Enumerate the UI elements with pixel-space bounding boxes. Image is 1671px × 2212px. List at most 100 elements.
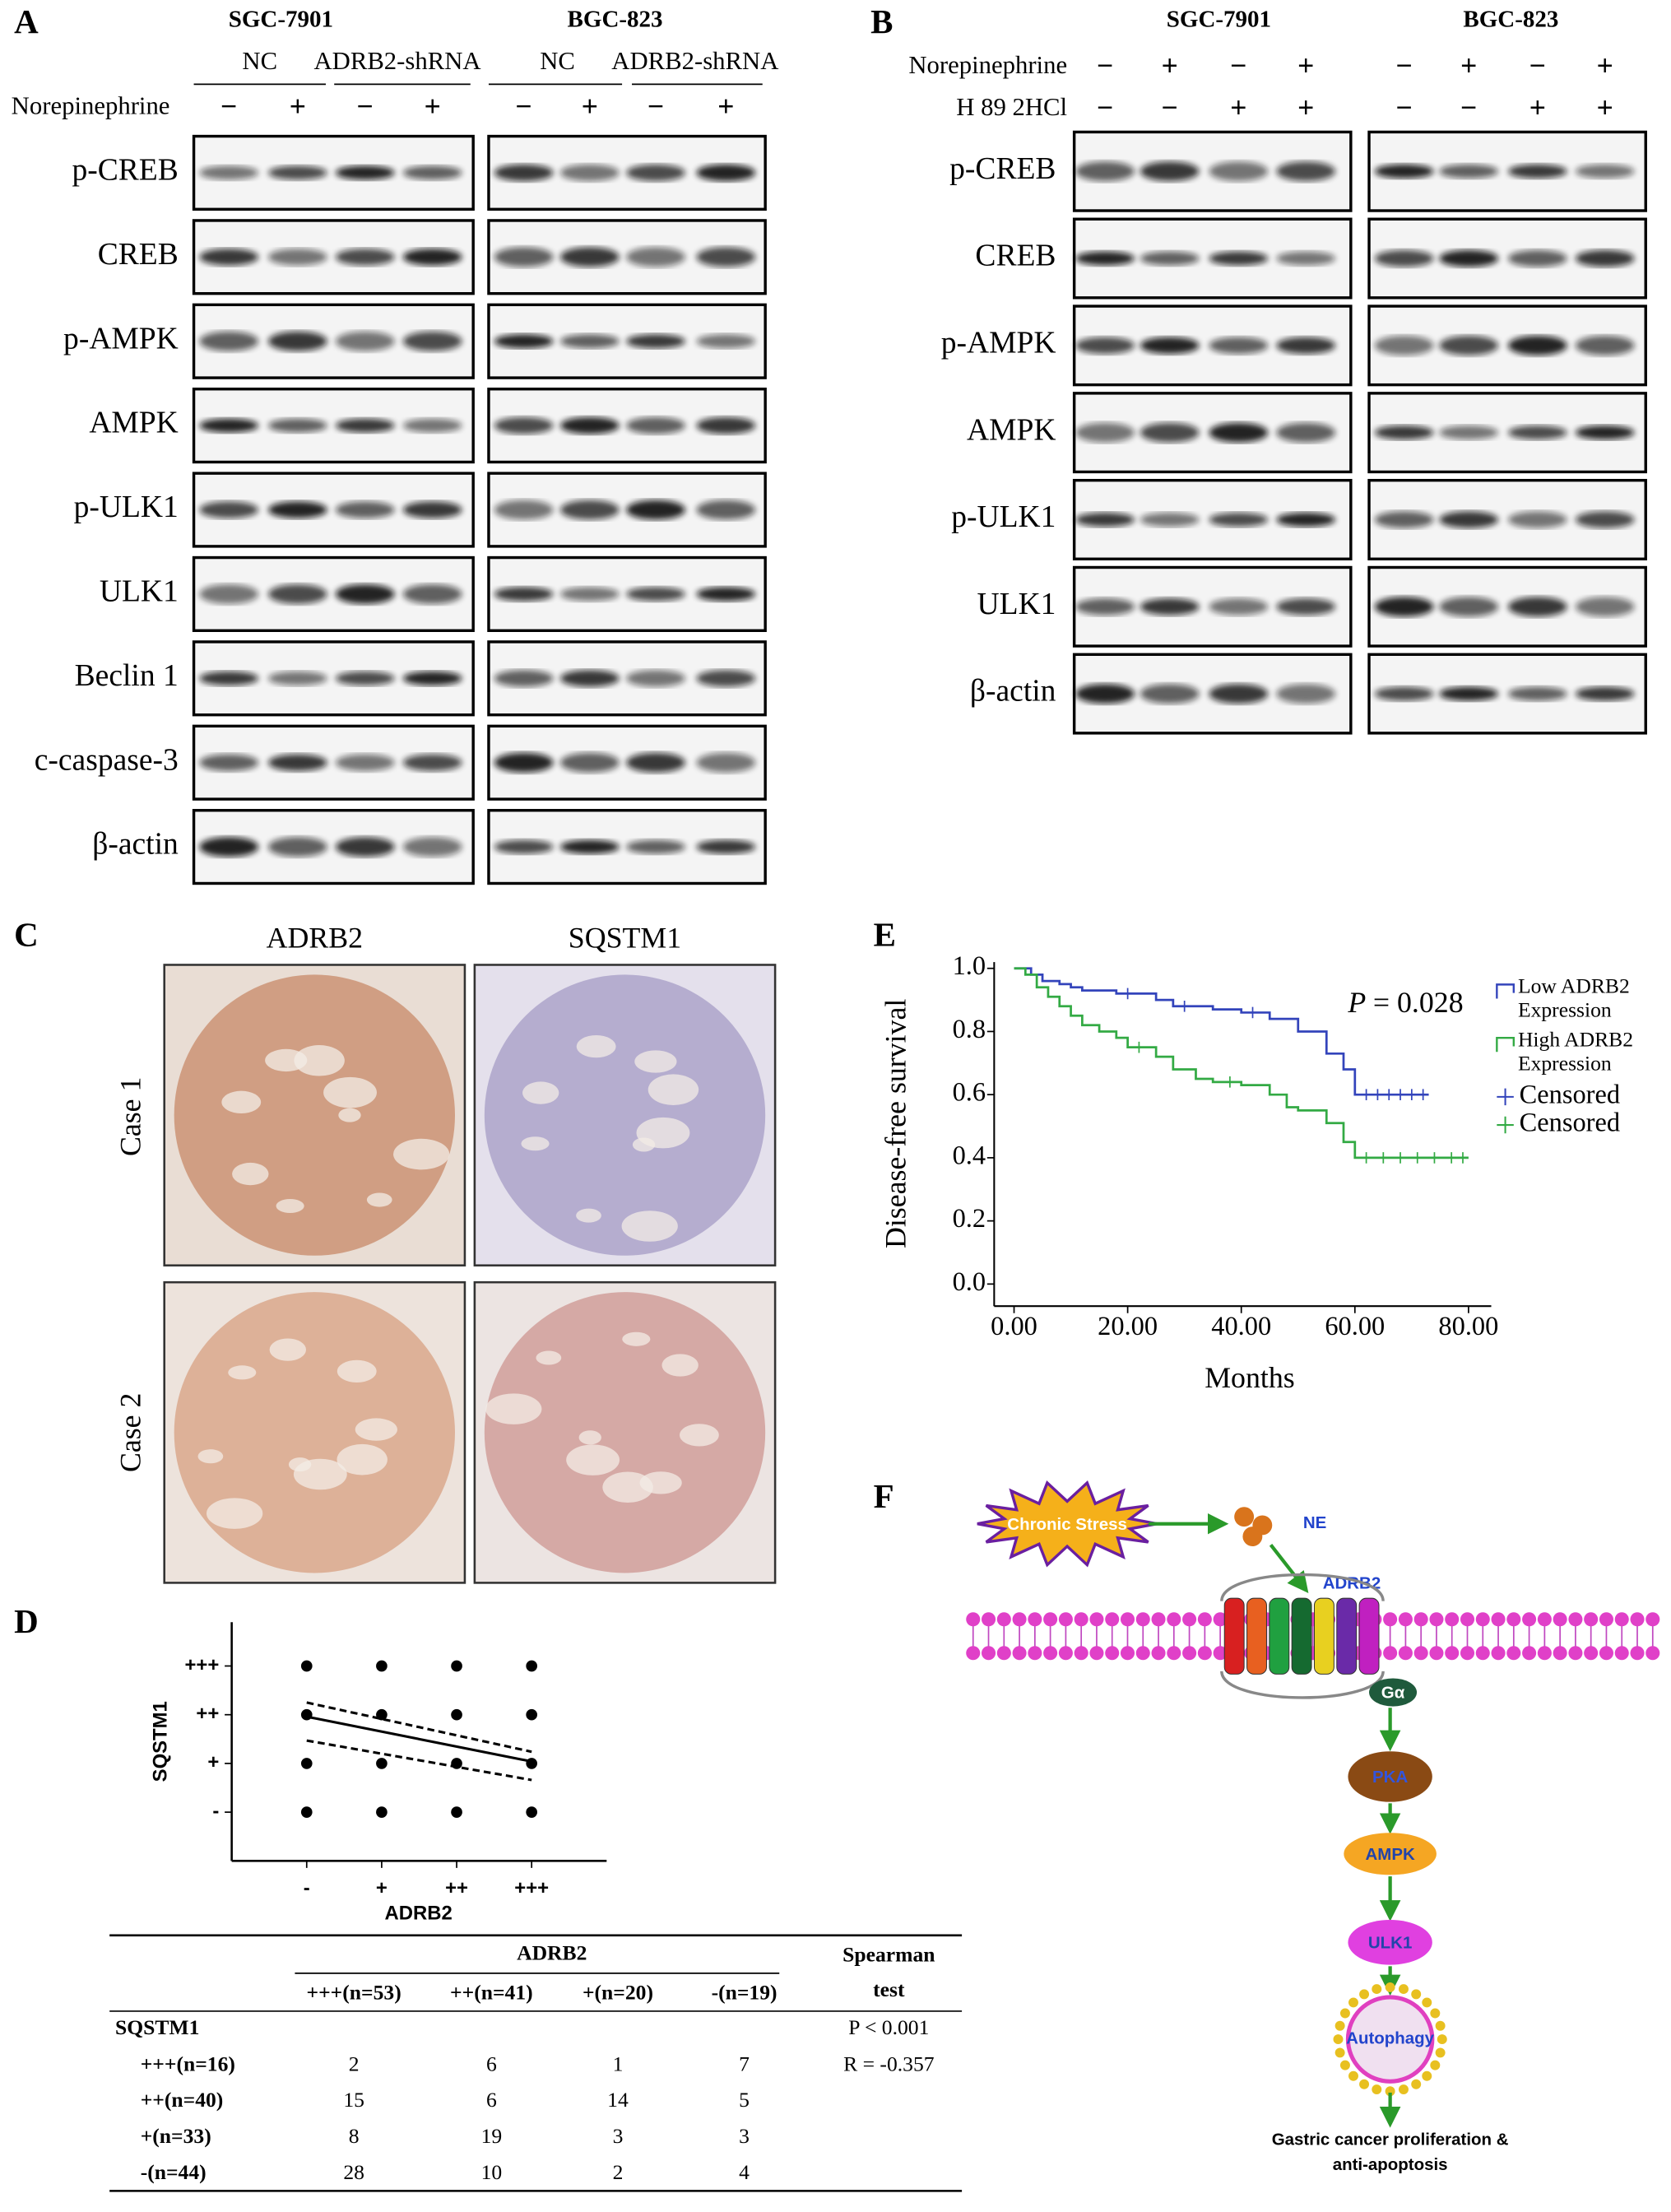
legend-symbol — [1497, 1088, 1514, 1106]
treatment-sign: + — [290, 91, 306, 122]
vesicle-dot — [1430, 2008, 1441, 2019]
legend-label: Low ADRB2 Expression — [1517, 976, 1630, 1023]
blot-band — [696, 164, 756, 182]
confidence-band — [306, 1701, 532, 1754]
row-label: +(n=33) — [141, 2124, 211, 2148]
membrane-head — [1614, 1612, 1629, 1627]
point — [300, 1660, 313, 1672]
blot-band — [199, 501, 259, 518]
node-label: ULK1 — [1368, 1933, 1412, 1952]
treatment-sign: − — [220, 91, 237, 122]
node-label: AMPK — [1365, 1845, 1414, 1864]
membrane-head — [1645, 1612, 1660, 1627]
column-label: ADRB2 — [267, 922, 363, 955]
blot-band — [696, 839, 756, 854]
fit-line — [306, 1715, 532, 1764]
blot-band — [1374, 249, 1434, 267]
blot-band — [1276, 684, 1336, 704]
group-label: NC — [540, 47, 575, 75]
treatment-sign: − — [1230, 50, 1246, 81]
ihc-stroma — [485, 1393, 542, 1424]
blot-band — [1209, 337, 1269, 355]
blot-band — [559, 334, 620, 349]
row-label: Case 1 — [114, 1077, 146, 1157]
blot-band — [1140, 684, 1200, 704]
blot-band — [494, 500, 554, 520]
blot-band — [494, 587, 554, 602]
membrane-head — [1522, 1646, 1537, 1661]
ne-label: NE — [1303, 1513, 1326, 1532]
legend-label-box: Low ADRB2 Expression — [1517, 976, 1630, 1023]
treatment-sign: + — [1162, 50, 1178, 81]
blot-band — [1140, 251, 1200, 266]
membrane-head — [1043, 1646, 1058, 1661]
legend-symbol — [1496, 1037, 1516, 1053]
blot-band — [1575, 597, 1635, 617]
row-label: +++(n=16) — [141, 2052, 235, 2075]
treatment-sign: − — [1529, 50, 1546, 81]
blot-band — [1075, 684, 1135, 704]
blot-band — [199, 249, 259, 266]
ihc-stroma — [576, 1034, 616, 1058]
arrow — [1269, 1544, 1309, 1593]
blot-band — [1374, 597, 1434, 617]
membrane-head — [1645, 1646, 1660, 1661]
table-header: ADRB2 — [517, 1941, 587, 1965]
table-cell: 5 — [739, 2088, 750, 2112]
table-cell: 6 — [486, 2088, 497, 2112]
table-cell: 3 — [613, 2124, 624, 2148]
membrane-head — [1630, 1646, 1645, 1661]
vesicle-dot — [1359, 2079, 1370, 2089]
node — [1348, 1751, 1432, 1802]
row-group: SQSTM1 — [115, 2015, 199, 2039]
blot-band — [1575, 164, 1635, 179]
membrane-head — [1197, 1646, 1212, 1661]
vesicle-dot — [1385, 1982, 1395, 1992]
blot-band — [1575, 686, 1635, 701]
ihc-stroma — [337, 1443, 388, 1475]
blot-band — [402, 501, 462, 518]
membrane-head — [1028, 1646, 1042, 1661]
blot-band — [1276, 598, 1336, 616]
blot-band — [268, 501, 327, 518]
ihc-stroma — [232, 1162, 269, 1186]
point — [526, 1708, 538, 1721]
y-tick-label: ++ — [196, 1703, 219, 1725]
vesicle-dot — [1411, 2079, 1422, 2089]
blot-band — [335, 165, 395, 180]
vesicle-dot — [1399, 2084, 1409, 2095]
ne-molecule — [1234, 1507, 1255, 1527]
ihc-stroma — [578, 1430, 601, 1445]
y-axis-label: SQSTM1 — [150, 1701, 172, 1782]
vesicle-dot — [1437, 2034, 1447, 2045]
membrane-head — [1120, 1612, 1135, 1627]
blot-band — [268, 837, 327, 857]
blot-label: p-ULK1 — [951, 500, 1056, 534]
vesicle-dot — [1333, 2034, 1344, 2045]
blot-band — [402, 671, 462, 685]
blot-label: ULK1 — [100, 575, 179, 609]
membrane-head — [1599, 1646, 1613, 1661]
membrane-head — [1413, 1612, 1428, 1627]
blot-band — [402, 165, 462, 180]
blot-band — [559, 500, 620, 520]
blot-band — [696, 247, 756, 267]
ihc-stroma — [355, 1418, 397, 1441]
row-label: Case 2 — [114, 1393, 146, 1473]
blot-band — [199, 837, 259, 857]
blot-band — [1374, 164, 1434, 179]
ihc-stroma — [622, 1331, 651, 1346]
membrane-head — [1120, 1646, 1135, 1661]
ihc-stroma — [634, 1050, 677, 1073]
blot-band — [1507, 425, 1567, 440]
membrane-head — [1197, 1612, 1212, 1627]
blot-label: AMPK — [967, 413, 1056, 447]
blot-band — [1140, 598, 1200, 616]
censor-mark — [1248, 1006, 1257, 1019]
membrane-head — [1491, 1646, 1506, 1661]
column-header: -(n=19) — [712, 1980, 777, 2004]
blot-band — [696, 334, 756, 349]
censor-mark — [1225, 1076, 1235, 1088]
vesicle-dot — [1430, 2060, 1441, 2070]
